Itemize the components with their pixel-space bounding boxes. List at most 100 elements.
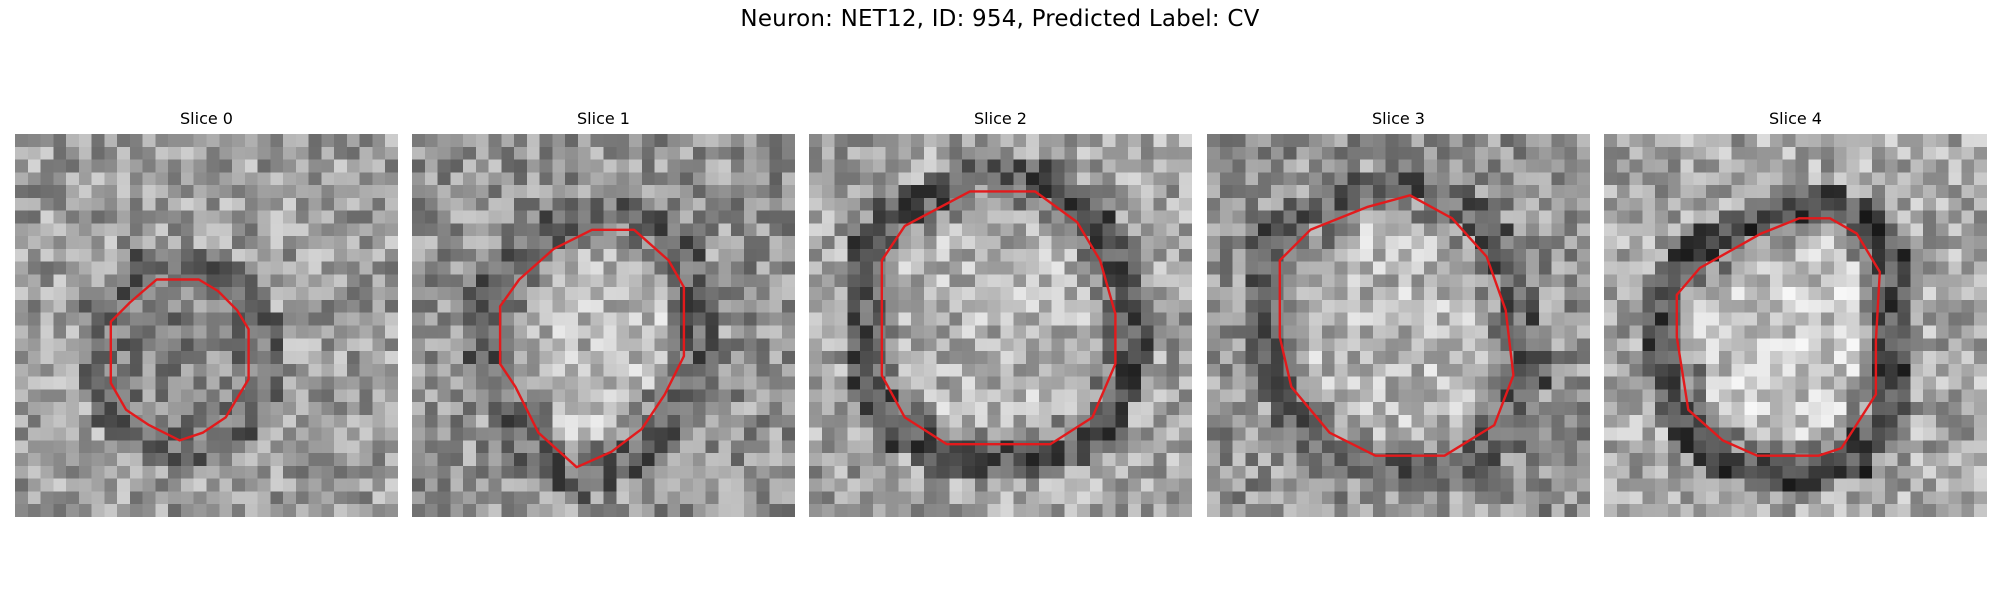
- pixel: [718, 389, 732, 403]
- pixel: [424, 197, 439, 212]
- pixel: [91, 248, 105, 263]
- pixel: [1526, 440, 1540, 454]
- pixel: [1642, 376, 1656, 390]
- pixel: [1334, 402, 1349, 416]
- pixel: [206, 478, 220, 493]
- pixel: [1207, 465, 1221, 480]
- pixel: [129, 465, 144, 480]
- pixel: [565, 351, 579, 365]
- pixel: [1706, 338, 1720, 352]
- pixel: [577, 440, 592, 454]
- pixel: [923, 338, 938, 352]
- pixel: [1795, 389, 1809, 403]
- pixel: [193, 223, 208, 237]
- pixel: [923, 440, 938, 454]
- pixel: [667, 453, 681, 467]
- pixel: [949, 427, 963, 441]
- pixel: [463, 261, 477, 276]
- pixel: [334, 427, 348, 441]
- pixel: [1642, 299, 1656, 314]
- pixel: [1642, 159, 1656, 173]
- pixel: [1538, 146, 1553, 161]
- pixel: [847, 440, 861, 454]
- pixel: [450, 491, 464, 505]
- pixel: [629, 134, 643, 148]
- pixel: [1935, 491, 1950, 505]
- pixel: [1706, 389, 1720, 403]
- pixel: [180, 223, 195, 237]
- pixel: [1884, 440, 1899, 454]
- pixel: [1731, 363, 1746, 378]
- pixel: [1398, 402, 1412, 416]
- pixel: [1538, 312, 1553, 327]
- pixel: [539, 465, 554, 480]
- pixel: [1680, 197, 1694, 212]
- pixel: [463, 504, 477, 517]
- pixel: [1744, 172, 1758, 186]
- pixel: [1462, 504, 1476, 517]
- pixel: [616, 134, 630, 148]
- pixel: [1718, 338, 1733, 352]
- pixel: [1296, 159, 1310, 173]
- pixel: [1859, 134, 1873, 148]
- pixel: [1245, 248, 1259, 263]
- pixel: [53, 248, 67, 263]
- pixel: [1680, 287, 1694, 301]
- pixel: [872, 299, 887, 314]
- pixel: [1500, 402, 1514, 416]
- pixel: [1642, 363, 1656, 378]
- pixel: [885, 465, 899, 480]
- pixel: [1347, 478, 1361, 493]
- pixel: [1897, 453, 1911, 467]
- pixel: [1961, 478, 1975, 493]
- pixel: [1487, 338, 1502, 352]
- pixel: [1487, 325, 1502, 339]
- pixel: [1207, 478, 1221, 493]
- pixel: [40, 261, 54, 276]
- pixel: [27, 159, 42, 173]
- pixel: [1064, 197, 1078, 212]
- pixel: [1731, 389, 1746, 403]
- pixel: [1064, 159, 1078, 173]
- pixel: [1884, 185, 1899, 199]
- pixel: [372, 236, 386, 250]
- pixel: [1693, 465, 1707, 480]
- pixel: [15, 376, 29, 390]
- pixel: [872, 261, 887, 276]
- pixel: [1795, 172, 1809, 186]
- pixel: [1551, 287, 1566, 301]
- pixel: [1283, 172, 1297, 186]
- pixel: [1795, 223, 1809, 237]
- pixel: [616, 274, 630, 288]
- pixel: [629, 236, 643, 250]
- pixel: [1500, 491, 1514, 505]
- pixel: [1629, 210, 1643, 224]
- pixel: [756, 414, 771, 429]
- pixel: [1140, 172, 1155, 186]
- pixel: [1872, 351, 1886, 365]
- pixel: [1680, 427, 1694, 441]
- pixel: [1769, 351, 1784, 365]
- pixel: [936, 159, 951, 173]
- pixel: [872, 134, 887, 148]
- pixel: [424, 146, 439, 161]
- pixel: [987, 453, 1002, 467]
- pixel: [1411, 465, 1425, 480]
- pixel: [1270, 287, 1285, 301]
- pixel: [1808, 465, 1822, 480]
- pixel: [27, 223, 42, 237]
- pixel: [1667, 248, 1682, 263]
- pixel: [308, 453, 322, 467]
- pixel: [53, 351, 67, 365]
- pixel: [718, 274, 732, 288]
- pixel: [1475, 491, 1489, 505]
- pixel: [1693, 427, 1707, 441]
- pixel: [270, 376, 284, 390]
- pixel: [1219, 185, 1234, 199]
- pixel: [372, 351, 386, 365]
- pixel: [603, 376, 617, 390]
- pixel: [1000, 197, 1014, 212]
- pixel: [206, 146, 220, 161]
- pixel: [206, 172, 220, 186]
- pixel: [437, 299, 451, 314]
